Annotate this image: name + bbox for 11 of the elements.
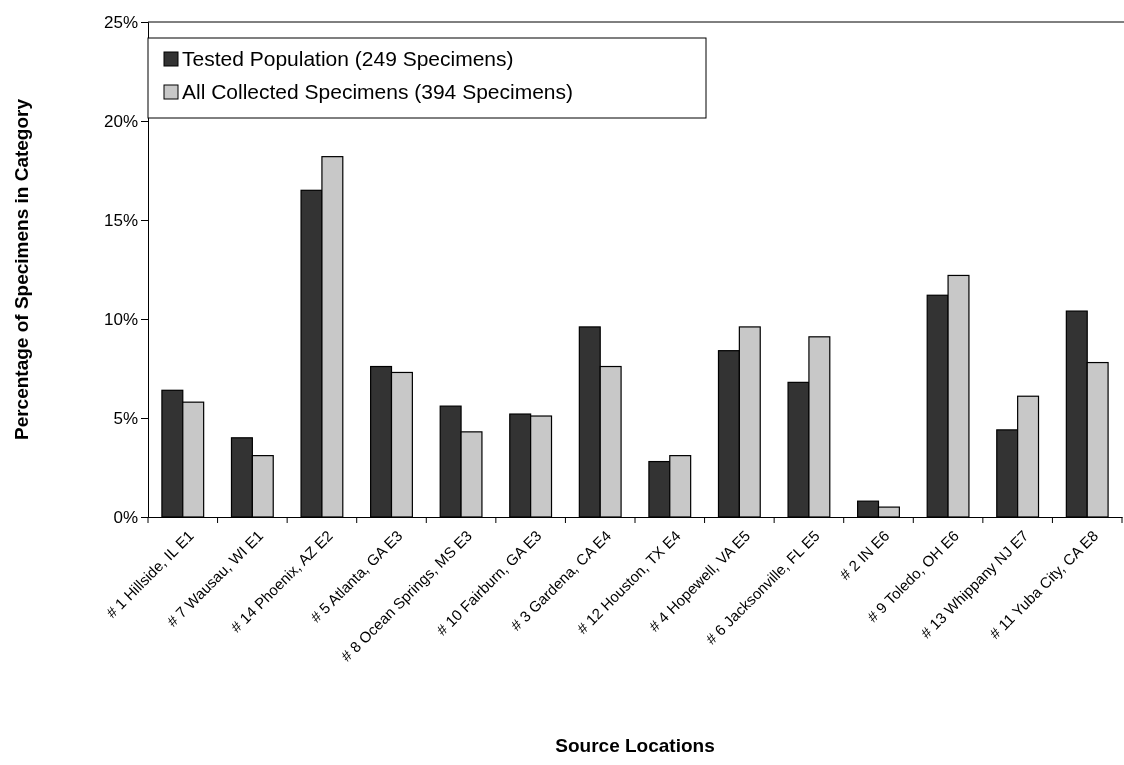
y-tick-label: 20% xyxy=(103,111,138,131)
y-tick-label: 25% xyxy=(103,12,138,32)
y-tick-label: 5% xyxy=(113,408,138,428)
y-axis-title: Percentage of Specimens in Category xyxy=(11,98,32,441)
x-axis-title: Source Locations xyxy=(555,735,715,756)
legend-label: All Collected Specimens (394 Specimens) xyxy=(182,80,574,104)
y-tick-label: 15% xyxy=(103,210,138,230)
y-tick-label: 0% xyxy=(113,507,138,527)
x-tick-label: # 2 IN E6 xyxy=(836,526,893,584)
y-tick-label: 10% xyxy=(103,309,138,329)
legend-label: Tested Population (249 Specimens) xyxy=(182,47,514,71)
